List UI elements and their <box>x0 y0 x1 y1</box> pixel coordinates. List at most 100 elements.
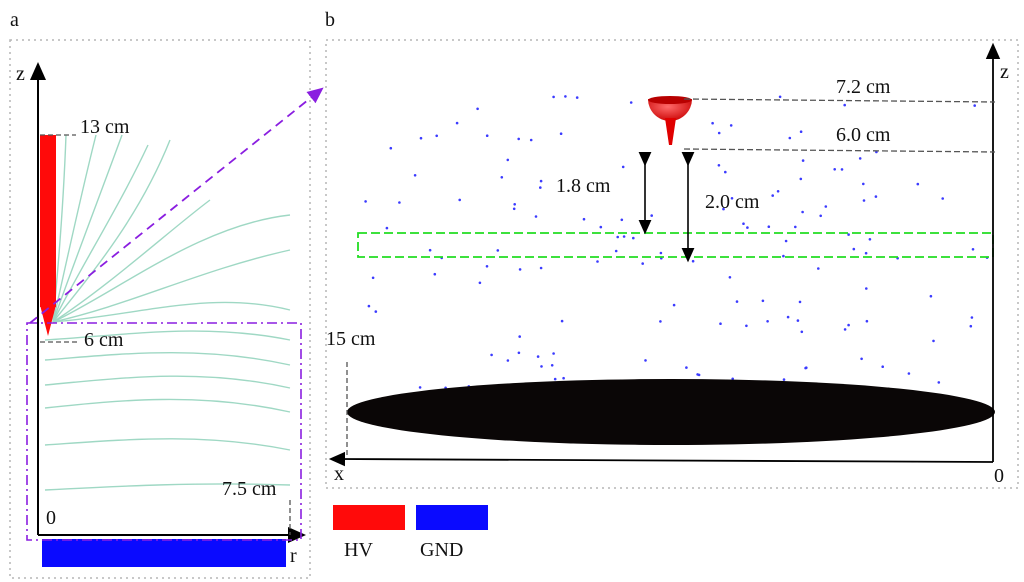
particle <box>858 157 862 160</box>
field-line <box>44 330 291 341</box>
particle <box>728 276 732 279</box>
particle <box>552 352 555 355</box>
particle <box>562 376 565 380</box>
particle <box>552 95 555 99</box>
particle <box>644 359 647 362</box>
particle-cloud <box>364 95 989 426</box>
particle <box>724 170 727 174</box>
gap-2p0cm-label: 2.0 cm <box>705 191 760 213</box>
particle <box>782 254 785 258</box>
particle <box>864 251 868 255</box>
particle <box>496 249 500 252</box>
legend: HV GND <box>333 505 488 561</box>
particle <box>641 262 644 265</box>
particle <box>805 366 808 370</box>
particle <box>506 359 510 362</box>
particle <box>794 225 797 229</box>
particle <box>969 324 973 328</box>
particle <box>784 239 788 243</box>
particle <box>941 197 944 200</box>
particle <box>428 248 432 252</box>
particle <box>529 138 533 142</box>
particle <box>782 378 786 381</box>
particle <box>862 182 865 186</box>
particle <box>691 259 695 263</box>
particle <box>435 134 439 138</box>
particle <box>622 235 626 238</box>
particle <box>490 353 493 357</box>
particle <box>796 319 800 322</box>
particle <box>620 218 624 222</box>
particle <box>371 276 375 280</box>
particle <box>616 235 619 239</box>
particle <box>819 214 822 218</box>
hv-nozzle-needle <box>665 118 676 145</box>
hv-nozzle-rim <box>648 96 692 104</box>
particle <box>506 158 510 162</box>
particle <box>614 249 618 253</box>
particle <box>742 222 745 225</box>
zoom-arrow <box>29 87 324 324</box>
particle <box>868 238 872 241</box>
panel-a-label: a <box>10 9 19 31</box>
particle <box>540 365 543 368</box>
particle <box>697 373 701 377</box>
field-line <box>52 134 97 323</box>
particle <box>485 134 489 137</box>
particle <box>874 195 878 198</box>
particle <box>801 210 804 214</box>
legend-hv-label: HV <box>344 539 373 561</box>
particle <box>767 225 771 228</box>
particle <box>833 168 836 171</box>
particle <box>801 159 805 162</box>
particle <box>843 328 847 331</box>
z-axis-b-label: z <box>1000 61 1009 83</box>
r-axis-label: r <box>290 545 297 567</box>
particle <box>596 260 599 263</box>
particle <box>745 324 748 328</box>
x-axis-b-label: x <box>334 463 344 485</box>
dim-13cm-label: 13 cm <box>80 116 130 138</box>
panel-b-label: b <box>325 9 335 31</box>
particle <box>971 248 975 251</box>
legend-gnd-swatch <box>416 505 488 530</box>
particle <box>817 267 820 270</box>
particle <box>539 186 542 189</box>
particle <box>799 177 803 181</box>
particle <box>632 236 635 240</box>
particle <box>419 136 423 140</box>
particle <box>746 226 749 229</box>
particle <box>518 268 522 271</box>
particle <box>398 201 401 204</box>
particle <box>560 319 564 323</box>
particle <box>629 101 633 104</box>
particle <box>650 214 653 217</box>
particle <box>865 287 868 290</box>
hv-nozzle-head <box>648 99 692 121</box>
particle <box>799 130 803 133</box>
field-line <box>52 199 211 323</box>
hv-electrode <box>40 135 56 307</box>
particle <box>766 320 769 323</box>
legend-hv-swatch <box>333 505 405 530</box>
particle <box>824 205 828 208</box>
origin-label: 0 <box>46 507 56 529</box>
dim-6cm-label: 6 cm <box>84 329 124 351</box>
particle <box>575 96 579 99</box>
particle <box>534 215 538 218</box>
particle <box>800 330 804 334</box>
particle <box>539 266 543 270</box>
field-line <box>44 398 291 413</box>
particle <box>659 320 662 323</box>
particle <box>771 194 774 197</box>
particle <box>788 136 792 140</box>
dim-6p0cm-label: 6.0 cm <box>836 124 891 146</box>
particle <box>367 304 371 308</box>
particle <box>735 300 739 303</box>
particle <box>478 281 482 285</box>
gap-1p8cm-label: 1.8 cm <box>556 175 611 197</box>
particle <box>512 207 516 211</box>
particle <box>621 165 625 169</box>
particle <box>907 372 911 375</box>
particle <box>485 265 489 268</box>
